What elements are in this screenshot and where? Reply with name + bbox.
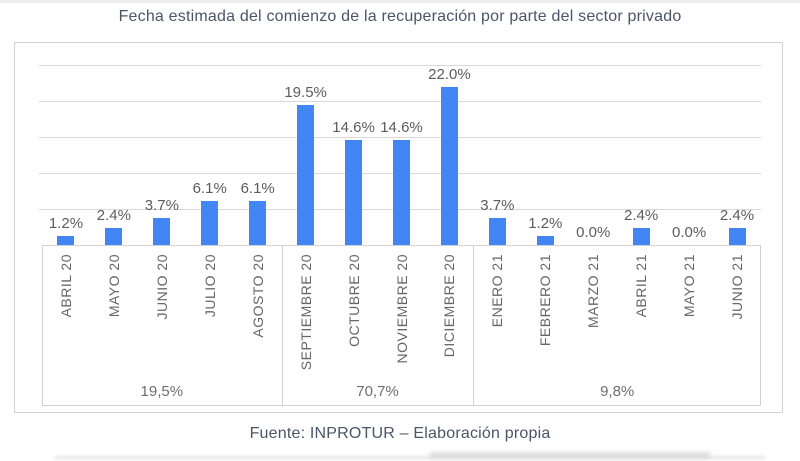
group-divider [282,245,283,406]
bar-value-label: 2.4% [624,206,659,224]
x-axis-tick-label: NOVIEMBRE 20 [393,254,410,364]
bar-value-label: 3.7% [144,197,179,215]
x-axis-tick-label: JUNIO 21 [729,254,746,320]
bar [249,201,267,245]
bar-value-label: 0.0% [671,224,707,241]
group-share-label: 19,5% [140,383,184,400]
bar [345,139,363,245]
bar [632,227,650,245]
x-axis-tick-label: ABRIL 21 [633,254,650,318]
gridline [39,137,761,138]
group-share-label: 9,8% [600,383,635,400]
bar [57,236,75,245]
bar-value-label: 14.6% [380,118,423,136]
x-axis-tick-label: MARZO 21 [585,254,602,329]
bar [488,218,506,245]
group-divider [473,245,474,406]
bar-value-label: 19.5% [284,83,327,101]
x-axis-tick-label: FEBRERO 21 [537,254,554,347]
gridline [39,101,761,102]
bar [440,86,458,245]
bar-value-label: 22.0% [428,65,471,83]
bar-value-label: 6.1% [240,180,275,198]
cutoff-text-artifact [430,452,710,458]
bar [201,201,219,245]
x-axis-tick-label: MAYO 20 [105,254,122,318]
gridline [39,65,761,66]
x-axis-tick-label: JUNIO 20 [153,254,170,320]
x-axis-tick-label: DICIEMBRE 20 [441,254,458,358]
x-axis-tick-label: ENERO 21 [489,254,506,328]
bar-value-label: 1.2% [48,215,84,233]
x-axis-tick-label: ABRIL 20 [57,254,74,318]
bar-value-label: 14.6% [332,118,375,136]
bar-value-label: 2.4% [96,206,131,224]
x-axis-tick-label: SEPTIEMBRE 20 [297,254,314,371]
source-note: Fuente: INPROTUR – Elaboración propia [249,425,551,442]
bar [105,227,123,245]
x-axis-box [42,245,761,406]
x-axis-tick-label: MAYO 21 [681,254,698,318]
group-share-label: 70,7% [356,383,399,400]
cutoff-line-artifact [55,456,765,459]
x-axis-tick-label: OCTUBRE 20 [345,254,362,347]
bottom-edge-artifact [0,452,800,461]
bar [393,139,410,245]
top-edge-artifact [0,0,800,3]
bar-value-label: 3.7% [480,197,515,215]
bar-value-label: 1.2% [528,215,563,233]
x-axis-tick-label: AGOSTO 20 [249,254,266,338]
bar-value-label: 2.4% [719,206,755,224]
chart-title: Fecha estimada del comienzo de la recupe… [118,8,682,25]
bar-value-label: 6.1% [192,180,227,198]
bar [536,236,554,245]
chart-frame: 1.2% ABRIL 20 2.4% MAYO 20 3.7% JUNIO 20 6.1% J… [14,42,783,413]
bar [297,104,315,245]
bar-value-label: 0.0% [576,224,611,241]
bar [153,218,171,245]
x-axis-tick-label: JULIO 20 [201,254,218,318]
bar [728,227,746,245]
